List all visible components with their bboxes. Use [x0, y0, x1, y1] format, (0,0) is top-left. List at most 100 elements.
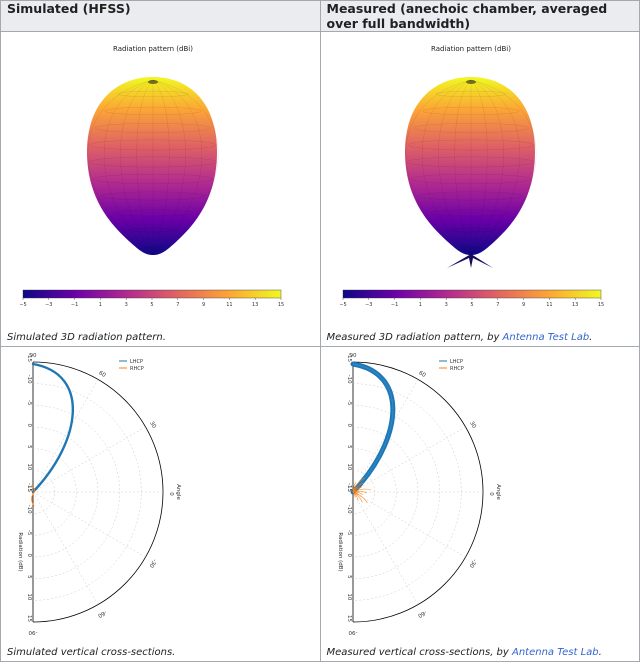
polar-spoke [32, 379, 99, 493]
polar-radius-tick-label: 0 [346, 554, 352, 558]
antenna-test-lab-link-2[interactable]: Antenna Test Lab [512, 647, 599, 658]
caption-meas-3d: Measured 3D radiation pattern, by Antenn… [321, 326, 640, 346]
caption-meas-3d-text: Measured 3D radiation pattern, by [326, 332, 503, 343]
colorbar-tick-label: 13 [572, 302, 578, 308]
sim-3d-radiation-blob [87, 77, 219, 255]
meas-3d-title: Radiation pattern (dBi) [431, 45, 511, 53]
caption-sim-3d: Simulated 3D radiation pattern. [7, 332, 166, 343]
rhcp-trace [352, 477, 371, 504]
polar-radius-tick-label: -15 [346, 483, 352, 492]
polar-radius-tick-label: -5 [26, 400, 32, 406]
colorbar-tick-label: 3 [125, 302, 128, 308]
polar-spoke [352, 491, 466, 558]
colorbar-tick-label: 5 [470, 302, 473, 308]
colorbar-tick-label: 9 [202, 302, 205, 308]
polar-radius-tick-label: -15 [26, 353, 32, 362]
polar-spoke [32, 491, 146, 558]
polar-radius-tick-label: 5 [26, 575, 32, 579]
cell-sim-cross: 90 60 30 0 -30 -60 -90 -15 -10 -5 0 5 10 15 -15 -10 -5 0 5… [0, 346, 321, 662]
polar-radius-tick-label: 15 [346, 485, 352, 492]
polar-radius-tick-label: 0 [346, 424, 352, 428]
polar-grid [32, 361, 164, 623]
colorbar-tick-label: 1 [418, 302, 421, 308]
polar-spoke [352, 426, 466, 493]
polar-radius-tick-label: 5 [346, 445, 352, 449]
polar-ring [352, 448, 396, 536]
lhcp-curve [350, 361, 395, 495]
colorbar-tick-label: 7 [496, 302, 499, 308]
caption-meas-cross: Measured vertical cross-sections, by Ant… [321, 641, 640, 661]
polar-angle-axis-label: Angle [175, 484, 181, 500]
polar-spoke [32, 491, 99, 605]
sim-colorbar: −5 −3 −1 1 3 5 7 9 11 13 15 [19, 289, 284, 308]
sim-3d-pattern-figure[interactable]: Radiation pattern (dBi) −5 −3 −1 1 3 5 7 9 11 13 1… [1, 32, 319, 322]
meas-3d-pattern-figure[interactable]: Radiation pattern (dBi) −5 −3 −1 1 3 5 7 9 11 13 1… [321, 32, 639, 322]
polar-radius-tick-label: 5 [26, 445, 32, 449]
colorbar-tick-label: 11 [226, 302, 232, 308]
polar-grid [352, 361, 483, 623]
rhcp-curve [30, 485, 36, 507]
polar-angle-tick-label: 30 [148, 420, 157, 429]
legend-label: LHCP [130, 359, 143, 365]
meas-colorbar: −5 −3 −1 1 3 5 7 9 11 13 15 [339, 289, 604, 308]
sim-3d-title: Radiation pattern (dBi) [113, 45, 193, 53]
cell-sim-3d: Radiation pattern (dBi) −5 −3 −1 1 3 5 7 9 11 13 1… [0, 31, 321, 347]
polar-angle-tick-label: -30 [147, 558, 157, 569]
colorbar-tick-label: 11 [546, 302, 552, 308]
polar-angle-tick-label: 90 [349, 353, 356, 359]
polar-ring [32, 470, 55, 514]
meas-back-lobe [446, 254, 493, 268]
rhcp-trace [30, 485, 36, 507]
polar-radius-tick-label: -10 [26, 505, 32, 514]
header-measured: Measured (anechoic chamber, averaged ove… [319, 0, 640, 32]
polar-radius-tick-label: -5 [346, 530, 352, 536]
colorbar-tick-label: 5 [150, 302, 153, 308]
caption-meas-cross-text: Measured vertical cross-sections, by [326, 647, 512, 658]
polar-radius-tick-label: 10 [346, 463, 352, 470]
polar-angle-tick-label: -90 [28, 629, 37, 635]
polar-spoke [32, 426, 146, 493]
colorbar-tick-label: 15 [597, 302, 603, 308]
polar-angle-tick-label: 60 [97, 370, 106, 379]
polar-angle-axis-label: Angle [495, 484, 501, 500]
colorbar-tick-label: −5 [339, 302, 346, 308]
cell-meas-cross: 90 60 30 0 -30 -60 -90 -15 -10 -5 0 5 10 15 -15 -10 -5 0 5… [319, 346, 640, 662]
polar-radius-tick-label: -5 [346, 400, 352, 406]
colorbar-tick-label: −3 [365, 302, 372, 308]
caption-meas-3d-suffix: . [589, 332, 593, 343]
polar-angle-tick-label: 0 [168, 492, 174, 496]
polar-radius-tick-label: -5 [26, 530, 32, 536]
caption-sim-cross: Simulated vertical cross-sections. [7, 647, 176, 658]
colorbar-tick-label: −1 [390, 302, 397, 308]
colorbar-gradient [22, 289, 282, 299]
colorbar-tick-label: −5 [19, 302, 26, 308]
polar-radius-tick-label: -15 [346, 353, 352, 362]
rhcp-curve [352, 482, 356, 493]
polar-spoke [352, 379, 418, 493]
colorbar-tick-label: 3 [444, 302, 447, 308]
polar-angle-tick-label: 30 [468, 420, 477, 429]
colorbar-tick-label: 1 [99, 302, 102, 308]
cell-meas-3d: Radiation pattern (dBi) −5 −3 −1 1 3 5 7 9 11 13 1… [319, 31, 640, 347]
polar-radius-tick-label: 0 [26, 554, 32, 558]
polar-angle-tick-label: 60 [417, 370, 426, 379]
polar-spoke [352, 491, 418, 605]
polar-angle-tick-label: -60 [96, 609, 107, 619]
sim-polar-plot[interactable]: 9060300-30-60-90-15-10-5051015-15-10-505… [1, 347, 319, 637]
colorbar-tick-label: 7 [176, 302, 179, 308]
polar-radius-tick-label: 15 [346, 615, 352, 622]
polar-radius-tick-label: -10 [346, 505, 352, 514]
polar-radius-tick-label: 15 [26, 615, 32, 622]
meas-polar-plot[interactable]: 9060300-30-60-90-15-10-5051015-15-10-505… [321, 347, 639, 637]
polar-radius-axis-label: Radiation (dB) [337, 532, 343, 571]
caption-meas-cross-suffix: . [598, 647, 602, 658]
colorbar-gradient [342, 289, 601, 299]
legend-label: RHCP [450, 366, 464, 372]
colorbar-tick-label: −1 [71, 302, 78, 308]
polar-radius-tick-label: 10 [26, 593, 32, 600]
antenna-test-lab-link-1[interactable]: Antenna Test Lab [502, 332, 590, 343]
polar-radius-tick-label: 15 [26, 485, 32, 492]
